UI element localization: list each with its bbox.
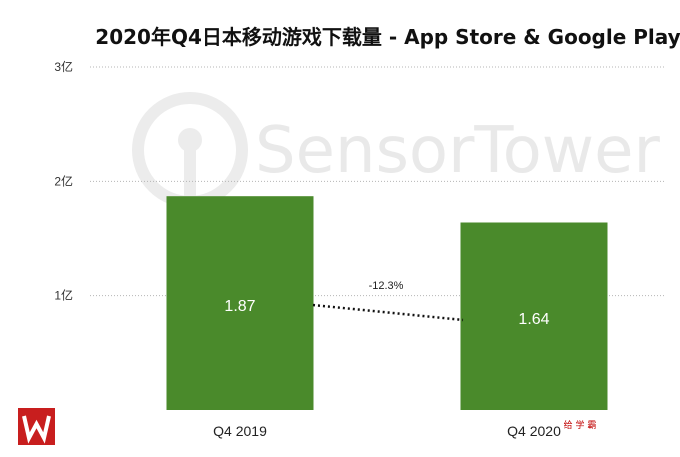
x-axis-ticks: Q4 2019 Q4 2020	[213, 423, 561, 439]
y-tick-label: 2亿	[54, 173, 73, 188]
change-connector	[312, 303, 464, 322]
bar	[166, 196, 314, 410]
sensor-tower-watermark: SensorTower	[132, 92, 660, 208]
watermark-text: SensorTower	[255, 114, 660, 188]
x-tick-label: Q4 2020	[507, 423, 561, 439]
y-axis-ticks: 1亿 2亿 3亿	[54, 59, 73, 303]
corner-logo	[18, 408, 55, 445]
bar	[460, 222, 608, 410]
data-labels: 1.87 1.64	[224, 298, 549, 328]
x-tick-label: Q4 2019	[213, 423, 267, 439]
bar-value-label: 1.87	[224, 298, 255, 315]
change-annotation: -12.3%	[369, 280, 404, 292]
corner-watermark-text: 给 学 霸	[564, 419, 597, 431]
chart-title: 2020年Q4日本移动游戏下载量 - App Store & Google Pl…	[95, 25, 680, 49]
y-tick-label: 3亿	[54, 59, 73, 74]
bars	[166, 196, 608, 410]
bar-value-label: 1.64	[518, 311, 549, 328]
y-tick-label: 1亿	[54, 288, 73, 303]
